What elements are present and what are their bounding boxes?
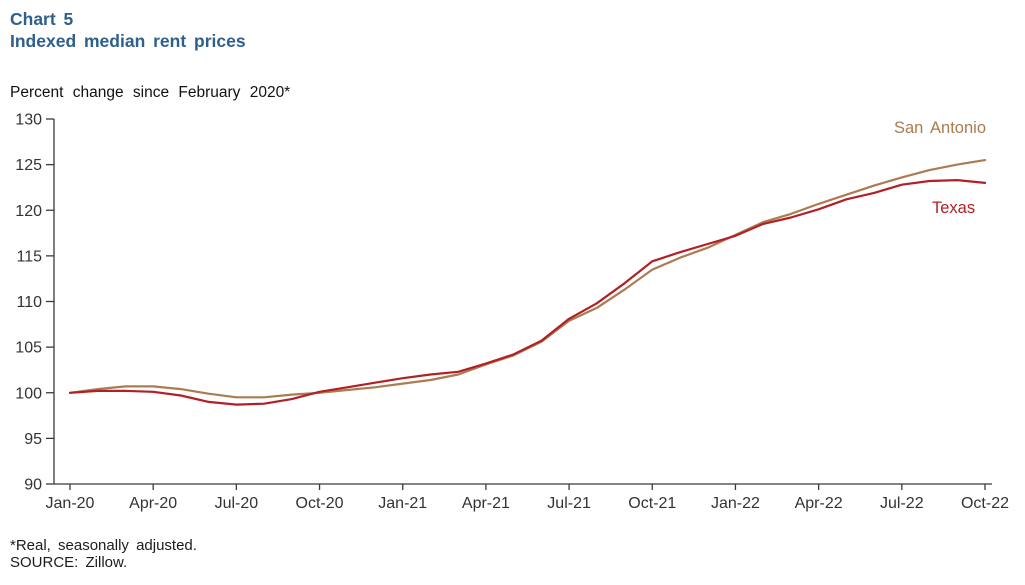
x-tick-label: Jan-21 <box>378 495 427 512</box>
footnote: *Real, seasonally adjusted. <box>10 537 197 554</box>
y-tick-label: 110 <box>16 294 42 311</box>
x-tick-label: Apr-22 <box>795 495 843 512</box>
series-label-san-antonio: San Antonio <box>894 119 986 137</box>
series-line-texas <box>68 179 987 406</box>
chart-title-block: Chart 5 Indexed median rent prices <box>10 8 246 52</box>
chart-subtitle: Percent change since February 2020* <box>10 84 291 101</box>
source-line: SOURCE: Zillow. <box>10 553 128 571</box>
x-tick-label: Jan-22 <box>711 495 760 512</box>
x-tick-label: Oct-22 <box>961 495 1009 512</box>
chart-footer: *Real, seasonally adjusted. SOURCE: Zill… <box>10 537 197 571</box>
y-tick-label: 90 <box>24 477 42 494</box>
x-tick-label: Apr-20 <box>129 495 177 512</box>
x-tick-label: Jul-20 <box>215 495 259 512</box>
x-tick-label: Apr-21 <box>462 495 510 512</box>
x-axis-ticks: Jan-20 Apr-20 Jul-20 Oct-20 Jan-21 Apr-21 Jul-… <box>46 484 1009 512</box>
y-tick-label: 125 <box>15 157 42 174</box>
series-label-texas: Texas <box>932 199 976 217</box>
y-tick-label: 105 <box>15 340 42 357</box>
y-tick-label: 130 <box>15 112 42 129</box>
x-tick-label: Jul-22 <box>880 495 924 512</box>
y-tick-label: 120 <box>15 203 42 220</box>
y-tick-label: 95 <box>24 431 42 448</box>
axes <box>53 119 992 485</box>
x-tick-label: Jan-20 <box>46 495 95 512</box>
y-tick-label: 100 <box>15 385 42 402</box>
y-tick-label: 115 <box>16 248 42 265</box>
x-tick-label: Jul-21 <box>547 495 591 512</box>
series-line-san-antonio <box>68 159 987 399</box>
chart-number: Chart 5 <box>10 9 74 29</box>
x-tick-label: Oct-20 <box>296 495 344 512</box>
chart-title: Indexed median rent prices <box>10 31 246 51</box>
y-axis-ticks: 90 95 100 105 110 115 120 125 130 <box>15 112 54 494</box>
x-tick-label: Oct-21 <box>628 495 676 512</box>
